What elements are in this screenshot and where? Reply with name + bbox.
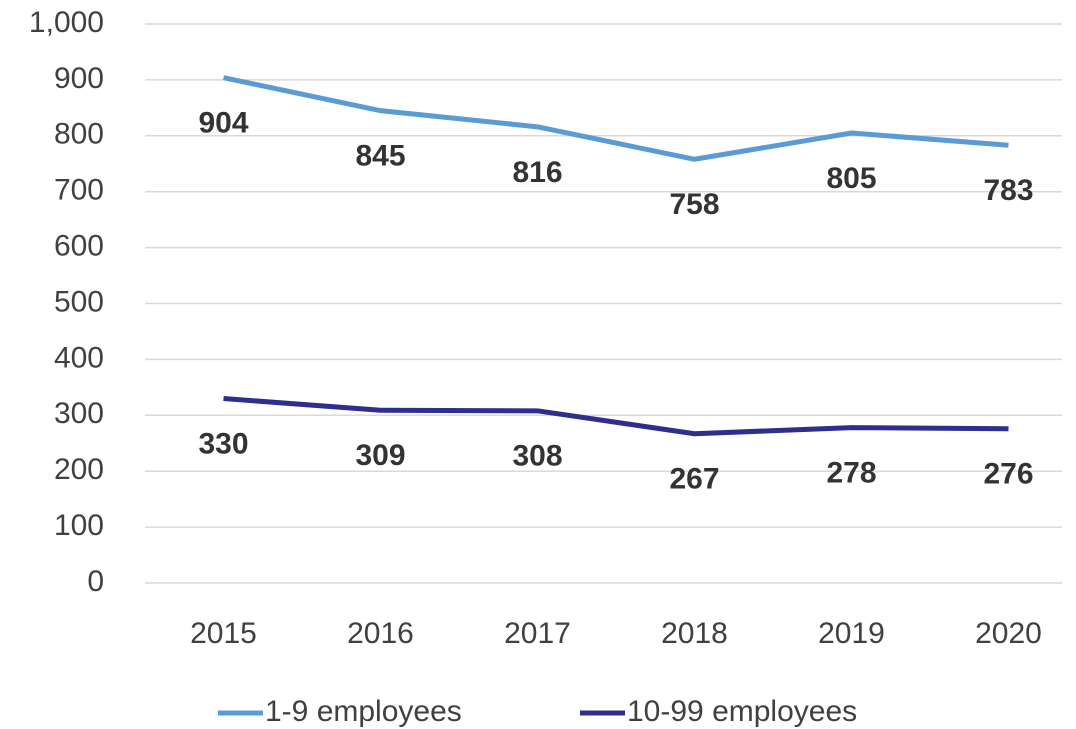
y-tick-label: 600: [54, 230, 104, 263]
y-tick-label: 100: [54, 509, 104, 542]
series-line: [222, 75, 1009, 162]
data-label: 278: [826, 457, 876, 490]
data-label: 309: [355, 439, 405, 472]
y-tick-label: 300: [54, 397, 104, 430]
data-label: 308: [512, 440, 562, 473]
y-tick-label: 500: [54, 285, 104, 318]
series-line: [223, 396, 1009, 437]
x-tick-label: 2019: [818, 617, 885, 650]
y-tick-label: 1,000: [29, 6, 104, 39]
data-label: 904: [198, 107, 248, 140]
y-tick-label: 900: [54, 62, 104, 95]
x-tick-label: 2016: [347, 617, 414, 650]
y-tick-label: 0: [87, 565, 104, 598]
legend-label: 10-99 employees: [627, 695, 857, 728]
x-tick-label: 2018: [661, 617, 728, 650]
data-label: 758: [669, 188, 719, 221]
y-tick-label: 400: [54, 341, 104, 374]
data-label: 330: [198, 427, 248, 460]
y-tick-label: 200: [54, 453, 104, 486]
data-label: 816: [512, 156, 562, 189]
data-label: 267: [669, 463, 719, 496]
x-tick-label: 2020: [975, 617, 1042, 650]
data-label: 783: [983, 174, 1033, 207]
data-label: 845: [355, 140, 405, 173]
x-tick-label: 2017: [504, 617, 571, 650]
data-label: 276: [983, 458, 1033, 491]
y-tick-label: 800: [54, 118, 104, 151]
legend-label: 1-9 employees: [265, 695, 462, 728]
y-tick-label: 700: [54, 174, 104, 207]
data-label: 805: [826, 162, 876, 195]
x-tick-label: 2015: [190, 617, 257, 650]
